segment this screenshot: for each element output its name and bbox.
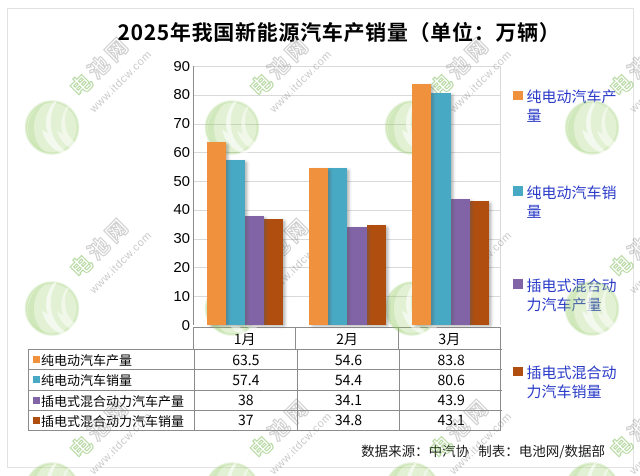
legend-label: 纯电动汽车销量 [526,181,617,222]
table-value-纯电动汽车产量-3月: 83.8 [399,349,502,370]
table-row-header-纯电动汽车销量: 纯电动汽车销量 [29,369,194,389]
y-tick-label-10: 10 [173,287,190,305]
table-value-纯电动汽车产量-2月: 54.6 [296,349,400,370]
table-key-插电式混合动力汽车销量 [33,416,40,424]
legend-label: 插电式混合动力汽车产量 [526,274,617,315]
table-month-3月: 3月 [397,328,500,350]
legend-key-插电式混合动力汽车产量 [513,279,523,289]
gridline-60 [194,152,501,154]
bar-插电式混合动力汽车产量-3月 [450,198,470,325]
y-tick-label-30: 30 [173,230,190,248]
gridline-70 [194,123,501,125]
bar-插电式混合动力汽车产量-2月 [347,226,367,325]
table-series-label: 插电式混合动力汽车销量 [41,411,184,430]
bar-插电式混合动力汽车销量-1月 [264,218,284,325]
table-row-header-插电式混合动力汽车产量: 插电式混合动力汽车产量 [29,389,194,410]
bar-插电式混合动力汽车销量-2月 [366,224,386,325]
gridline-40 [194,209,501,211]
y-tick-label-50: 50 [173,172,190,190]
source-caption: 数据来源：中汽协 制表：电池网/数据部 [361,440,605,460]
table-value-插电式混合动力汽车销量-3月: 43.1 [399,409,502,430]
chart-title: 2025年我国新能源汽车产销量（单位：万辆） [117,17,561,47]
gridline-80 [194,94,501,96]
table-value-插电式混合动力汽车销量-2月: 34.8 [296,409,400,430]
table-series-label: 插电式混合动力汽车产量 [41,391,184,410]
data-table: 纯电动汽车产量 63.554.683.8 纯电动汽车销量 57.454.480.6 插电… [28,349,502,431]
table-value-纯电动汽车产量-1月: 63.5 [194,349,297,370]
table-month-2月: 2月 [295,328,397,350]
table-series-label: 纯电动汽车销量 [41,370,133,390]
table-value-插电式混合动力汽车产量-1月: 38 [194,389,297,410]
bar-纯电动汽车产量-2月 [308,167,329,325]
bar-纯电动汽车销量-2月 [328,168,348,325]
bar-纯电动汽车产量-3月 [412,83,432,325]
y-tick-label-70: 70 [173,115,190,133]
gridline-50 [194,181,501,183]
table-series-label: 纯电动汽车产量 [41,350,133,370]
bar-插电式混合动力汽车销量-3月 [469,201,489,325]
table-key-纯电动汽车产量 [33,356,40,364]
y-tick-label-40: 40 [173,201,190,219]
table-month-1月: 1月 [233,329,256,349]
bar-纯电动汽车销量-1月 [225,159,246,325]
table-value-插电式混合动力汽车销量-1月: 37 [194,409,297,430]
y-axis-line [193,66,194,325]
table-value-插电式混合动力汽车产量-3月: 43.9 [399,389,502,410]
table-key-插电式混合动力汽车产量 [33,396,40,404]
bar-group-3月 [397,66,500,325]
gridline-90 [194,66,501,67]
y-tick-label-90: 90 [173,57,190,75]
bar-group-1月 [193,66,294,325]
y-tick-label-0: 0 [181,316,190,334]
bar-纯电动汽车产量-1月 [206,142,226,325]
table-value-纯电动汽车销量-2月: 54.4 [296,369,400,390]
table-key-纯电动汽车销量 [33,376,40,384]
table-value-插电式混合动力汽车产量-2月: 34.1 [296,389,400,410]
bar-groups [193,66,500,325]
table-row-header-插电式混合动力汽车销量: 插电式混合动力汽车销量 [29,409,194,430]
y-tick-label-80: 80 [173,86,190,104]
bar-纯电动汽车销量-3月 [431,93,451,325]
table-value-纯电动汽车销量-3月: 80.6 [399,369,502,390]
bar-插电式混合动力汽车产量-1月 [245,215,265,325]
y-tick-label-20: 20 [173,258,190,276]
table-value-纯电动汽车销量-1月: 57.4 [194,369,297,390]
y-axis-labels: 0 10 20 30 40 50 60 70 80 90 [150,0,190,476]
bar-group-2月 [294,66,396,325]
legend-key-纯电动汽车产量 [513,90,523,100]
y-tick-label-60: 60 [173,143,190,161]
table-row-header-纯电动汽车产量: 纯电动汽车产量 [29,349,194,369]
legend-label: 插电式混合动力汽车销量 [526,362,617,402]
legend-label: 纯电动汽车产量 [526,86,617,126]
plot-area [193,66,501,325]
table-category-row: 1月 2月 3月 [193,327,501,350]
legend-key-纯电动汽车销量 [513,186,523,196]
legend-key-插电式混合动力汽车销量 [513,366,523,376]
